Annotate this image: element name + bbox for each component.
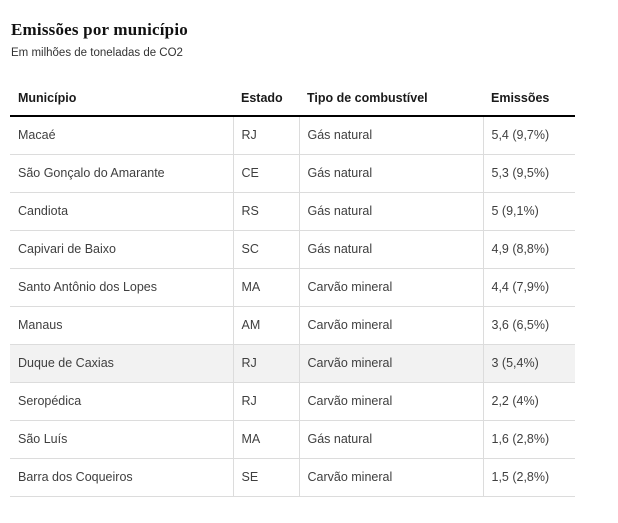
cell-estado: RJ <box>233 116 300 155</box>
column-header-estado: Estado <box>233 91 299 117</box>
cell-combustivel: Carvão mineral <box>299 306 484 345</box>
cell-combustivel: Gás natural <box>299 420 484 459</box>
table-row: Manaus AM Carvão mineral 3,6 (6,5%) <box>10 306 575 345</box>
cell-emissoes: 5,4 (9,7%) <box>483 116 575 155</box>
table-row: Candiota RS Gás natural 5 (9,1%) <box>10 192 575 231</box>
cell-combustivel: Carvão mineral <box>299 268 484 307</box>
cell-combustivel: Gás natural <box>299 230 484 269</box>
cell-municipio: Santo Antônio dos Lopes <box>10 268 234 307</box>
cell-emissoes: 4,4 (7,9%) <box>483 268 575 307</box>
cell-combustivel: Carvão mineral <box>299 458 484 497</box>
cell-emissoes: 2,2 (4%) <box>483 382 575 421</box>
cell-municipio: Barra dos Coqueiros <box>10 458 234 497</box>
cell-estado: RJ <box>233 344 300 383</box>
chart-subtitle: Em milhões de toneladas de CO2 <box>11 47 183 59</box>
cell-emissoes: 5,3 (9,5%) <box>483 154 575 193</box>
cell-municipio: Macaé <box>10 116 234 155</box>
table-row: São Gonçalo do Amarante CE Gás natural 5,3 … <box>10 154 575 193</box>
cell-estado: MA <box>233 420 300 459</box>
cell-municipio: Candiota <box>10 192 234 231</box>
cell-combustivel: Gás natural <box>299 154 484 193</box>
table-row: Capivari de Baixo SC Gás natural 4,9 (8,8%) <box>10 230 575 269</box>
cell-emissoes: 1,5 (2,8%) <box>483 458 575 497</box>
emissions-table-widget: Emissões por município Em milhões de ton… <box>10 20 575 497</box>
table-header: Município Estado Tipo de combustível Emi… <box>10 91 575 117</box>
cell-estado: MA <box>233 268 300 307</box>
cell-municipio: São Luís <box>10 420 234 459</box>
table-row: Macaé RJ Gás natural 5,4 (9,7%) <box>10 116 575 155</box>
cell-estado: SC <box>233 230 300 269</box>
cell-combustivel: Carvão mineral <box>299 382 484 421</box>
cell-municipio: Duque de Caxias <box>10 344 234 383</box>
emissions-table: Município Estado Tipo de combustível Emi… <box>10 91 575 497</box>
cell-emissoes: 1,6 (2,8%) <box>483 420 575 459</box>
cell-municipio: Seropédica <box>10 382 234 421</box>
cell-estado: SE <box>233 458 300 497</box>
cell-estado: RS <box>233 192 300 231</box>
table-row: Santo Antônio dos Lopes MA Carvão mineral 4… <box>10 268 575 307</box>
cell-emissoes: 3,6 (6,5%) <box>483 306 575 345</box>
cell-estado: CE <box>233 154 300 193</box>
cell-emissoes: 3 (5,4%) <box>483 344 575 383</box>
cell-emissoes: 4,9 (8,8%) <box>483 230 575 269</box>
cell-estado: AM <box>233 306 300 345</box>
cell-municipio: Capivari de Baixo <box>10 230 234 269</box>
cell-municipio: Manaus <box>10 306 234 345</box>
table-row: Duque de Caxias RJ Carvão mineral 3 (5,4%) <box>10 344 575 383</box>
column-header-emissoes: Emissões <box>483 91 575 117</box>
table-row: São Luís MA Gás natural 1,6 (2,8%) <box>10 420 575 459</box>
column-header-tipo-combustivel: Tipo de combustível <box>299 91 483 117</box>
cell-municipio: São Gonçalo do Amarante <box>10 154 234 193</box>
table-body: Macaé RJ Gás natural 5,4 (9,7%) São Gonçalo … <box>10 116 575 497</box>
table-row: Barra dos Coqueiros SE Carvão mineral 1,5 (… <box>10 458 575 497</box>
cell-combustivel: Carvão mineral <box>299 344 484 383</box>
cell-estado: RJ <box>233 382 300 421</box>
cell-combustivel: Gás natural <box>299 116 484 155</box>
column-header-municipio: Município <box>10 91 233 117</box>
cell-emissoes: 5 (9,1%) <box>483 192 575 231</box>
chart-title: Emissões por município <box>11 20 188 39</box>
table-header-row: Município Estado Tipo de combustível Emi… <box>10 91 575 117</box>
cell-combustivel: Gás natural <box>299 192 484 231</box>
table-row: Seropédica RJ Carvão mineral 2,2 (4%) <box>10 382 575 421</box>
